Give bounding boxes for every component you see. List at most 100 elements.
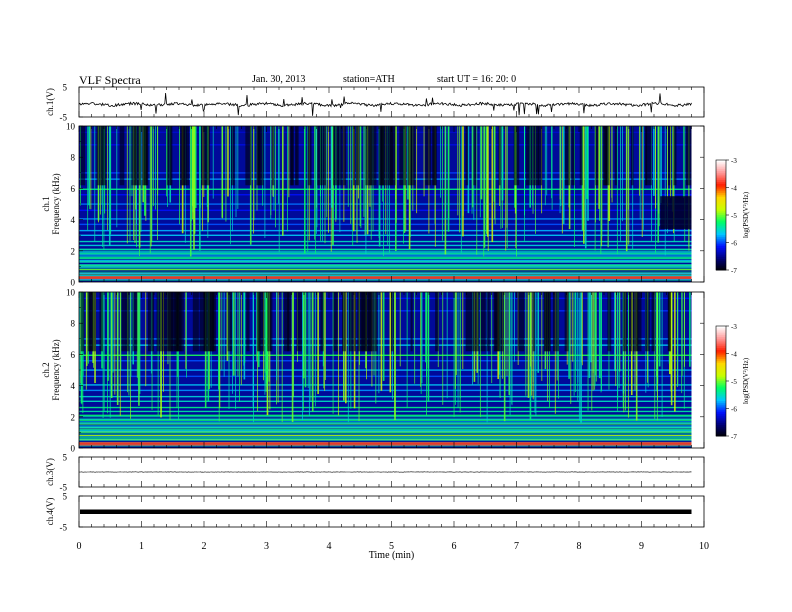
y-tick-label: 10 — [66, 122, 76, 132]
sferic — [347, 292, 349, 423]
sferic — [658, 292, 661, 367]
quiet-patch — [498, 126, 501, 186]
colorbar-swatch — [716, 384, 726, 387]
sferic — [137, 292, 139, 386]
quiet-patch — [320, 292, 324, 352]
sferic — [671, 126, 673, 212]
colorbar-tick-label: -6 — [731, 406, 737, 414]
colorbar-swatch — [716, 253, 726, 256]
sferic — [619, 292, 621, 372]
sferic — [656, 292, 659, 377]
lf-band — [79, 264, 692, 266]
sferic — [226, 292, 229, 361]
quiet-patch — [668, 292, 671, 352]
colorbar-swatch — [716, 235, 726, 238]
colorbar-swatch — [716, 167, 726, 170]
y-axis-label: ch.4(V) — [45, 498, 55, 526]
colorbar-swatch — [716, 194, 726, 198]
sferic — [568, 292, 570, 379]
sferic — [116, 292, 119, 406]
quiet-patch — [378, 126, 383, 186]
colorbar-swatch — [716, 215, 726, 218]
lf-band — [79, 249, 692, 251]
sferic — [347, 126, 349, 207]
sferic — [615, 292, 617, 386]
sferic — [239, 292, 240, 402]
quiet-patch — [373, 126, 377, 186]
sferic — [277, 292, 279, 403]
sferic — [243, 292, 245, 366]
colorbar-swatch — [716, 266, 726, 269]
quiet-patch — [271, 126, 275, 186]
sferic — [89, 126, 91, 210]
x-tick-label: 8 — [577, 541, 582, 552]
lf-band — [79, 426, 692, 428]
sferic — [592, 292, 594, 386]
sferic — [87, 126, 89, 231]
sferic — [457, 292, 459, 408]
sferic — [689, 292, 691, 367]
colorbar-swatch — [716, 161, 726, 165]
x-tick-label: 0 — [77, 541, 82, 552]
colorbar-swatch — [716, 397, 726, 400]
frequency-band — [79, 188, 692, 190]
sferic — [453, 292, 455, 418]
sferic — [111, 292, 113, 398]
sferic — [365, 126, 367, 254]
quiet-patch — [552, 292, 560, 352]
colorbar-swatch — [716, 355, 726, 358]
quiet-patch — [595, 126, 599, 186]
sferic — [511, 292, 513, 406]
sferic — [623, 292, 625, 413]
sferic — [120, 292, 122, 371]
y-tick-label: 2 — [71, 412, 76, 422]
x-tick-label: 2 — [202, 541, 207, 552]
x-tick-label: 9 — [639, 541, 644, 552]
colorbar-swatch — [716, 410, 726, 413]
y-tick-label: -5 — [60, 483, 68, 493]
y-tick-label: 0 — [71, 278, 76, 288]
quiet-patch — [142, 126, 148, 186]
sferic — [303, 126, 306, 254]
frequency-band — [79, 268, 692, 271]
colorbar-swatch — [716, 392, 726, 395]
sferic — [580, 292, 582, 423]
sferic — [399, 292, 401, 367]
lf-band — [79, 256, 692, 258]
sferic — [622, 126, 623, 222]
sferic — [101, 126, 103, 247]
sferic — [395, 126, 397, 200]
lf-band — [79, 438, 692, 440]
quiet-patch — [645, 292, 650, 352]
frequency-band — [79, 406, 692, 409]
frequency-band — [79, 338, 692, 340]
sferic — [628, 292, 630, 382]
colorbar-swatch — [716, 249, 726, 253]
sferic — [494, 126, 496, 225]
sferic — [614, 292, 616, 372]
sferic — [425, 292, 426, 363]
sferic — [317, 292, 319, 395]
sferic — [373, 292, 375, 376]
sferic — [559, 126, 561, 200]
colorbar-swatch — [716, 260, 726, 264]
sferic — [586, 126, 589, 199]
quiet-patch — [333, 126, 339, 186]
quiet-patch — [204, 292, 207, 352]
quiet-patch — [307, 126, 312, 186]
colorbar-swatch — [716, 251, 726, 254]
lf-band — [79, 429, 692, 431]
quiet-patch — [390, 292, 394, 352]
quiet-patch — [246, 292, 250, 352]
sferic — [447, 126, 450, 232]
sferic — [325, 292, 326, 380]
sferic — [199, 126, 201, 251]
strong-band — [79, 442, 692, 445]
frequency-band — [79, 384, 692, 386]
x-tick-label: 6 — [452, 541, 457, 552]
sferic — [149, 126, 151, 254]
quiet-patch — [146, 126, 149, 186]
y-tick-label: 4 — [71, 381, 76, 391]
colorbar-swatch — [716, 174, 726, 177]
sferic — [332, 292, 334, 414]
